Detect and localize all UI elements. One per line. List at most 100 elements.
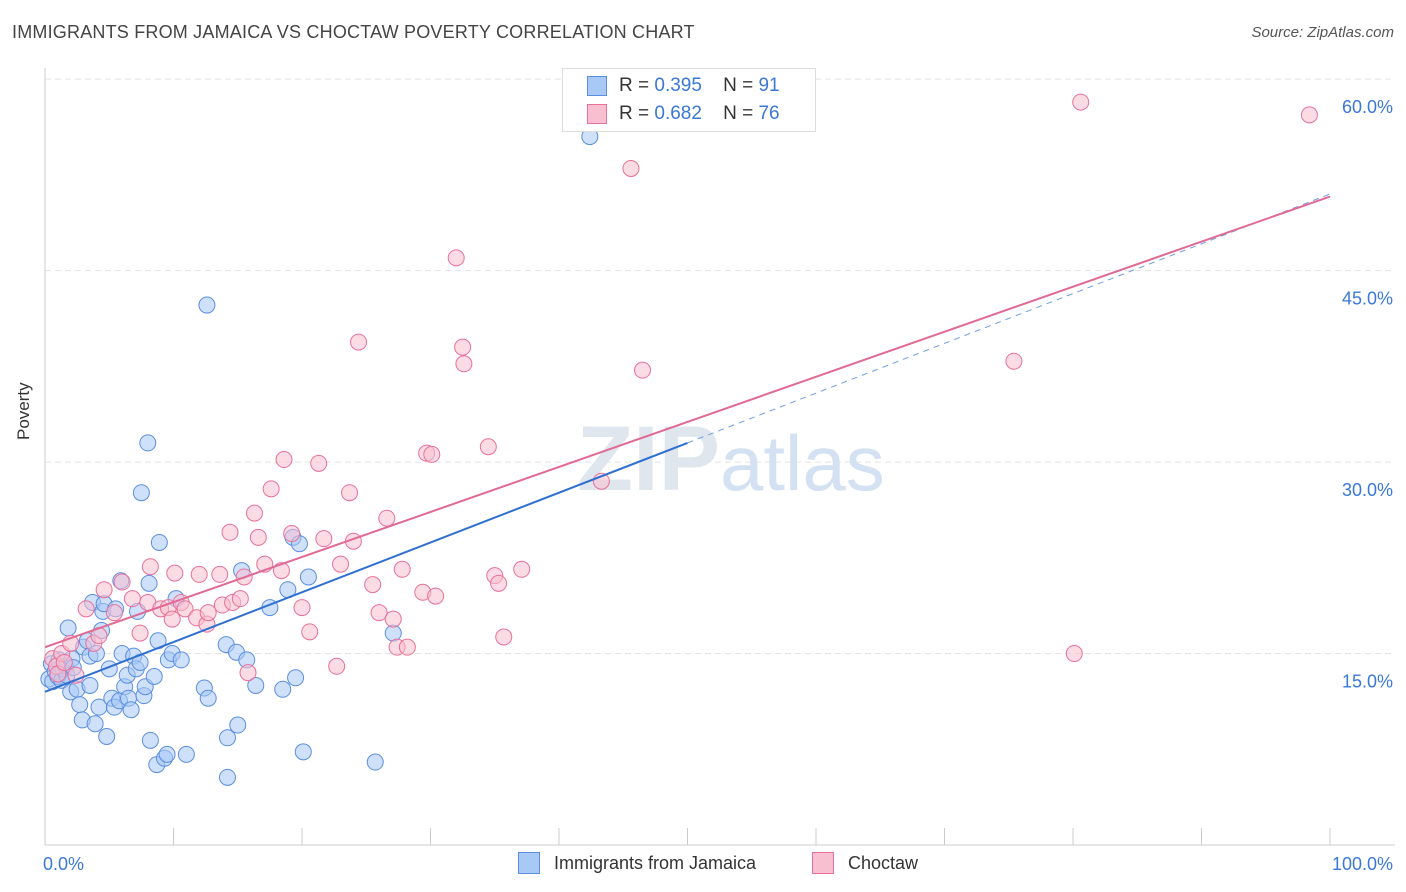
correlation-legend: R = 0.395 N = 91 R = 0.682 N = 76 [562,68,816,132]
legend-row-jamaica: R = 0.395 N = 91 [587,75,780,97]
bottom-legend-jamaica: Immigrants from Jamaica [518,852,756,874]
point-choctaw [176,600,194,618]
tick-labels: 15.0% 30.0% 45.0% 60.0% 0.0% 100.0% [43,97,1393,874]
point-jamaica [247,676,265,694]
point-jamaica [218,768,236,786]
point-choctaw [393,560,411,578]
point-choctaw [55,653,73,671]
legend-swatch-choctaw [587,104,607,124]
point-choctaw [239,664,257,682]
point-choctaw [622,159,640,177]
point-jamaica [218,729,236,747]
point-jamaica [274,680,292,698]
point-choctaw [350,333,368,351]
point-choctaw [249,528,267,546]
point-jamaica [141,731,159,749]
bottom-legend-choctaw: Choctaw [812,852,918,874]
y-tick-label-45: 45.0% [1342,289,1393,309]
point-jamaica [145,668,163,686]
point-jamaica [86,715,104,733]
point-choctaw [513,560,531,578]
point-choctaw [95,581,113,599]
source-label: Source: ZipAtlas.com [1251,24,1394,41]
legend-r-value-jamaica: 0.395 [654,75,702,96]
point-jamaica [122,701,140,719]
trendline-jamaica [44,441,688,693]
point-choctaw [77,600,95,618]
legend-r-value-choctaw: 0.682 [654,103,702,124]
point-jamaica [299,568,317,586]
grid-lines [45,78,1395,655]
y-axis-label: Poverty [14,382,33,440]
series-choctaw-points [44,93,1318,684]
legend-swatch-jamaica [587,76,607,96]
point-choctaw [163,610,181,628]
point-choctaw [341,484,359,502]
point-choctaw [378,509,396,527]
point-jamaica [158,745,176,763]
point-choctaw [211,565,229,583]
bottom-legend-label-jamaica: Immigrants from Jamaica [554,852,757,873]
point-choctaw [479,438,497,456]
point-choctaw [495,628,513,646]
watermark-atlas: atlas [720,419,885,507]
point-choctaw [283,525,301,543]
point-jamaica [172,651,190,669]
y-tick-label-30: 30.0% [1342,480,1393,500]
point-choctaw [364,576,382,594]
point-jamaica [229,716,247,734]
point-choctaw [1065,645,1083,663]
x-tick-label-0: 0.0% [43,854,84,874]
point-jamaica [59,619,77,637]
point-choctaw [490,574,508,592]
point-jamaica [198,296,216,314]
point-jamaica [150,533,168,551]
trendline-choctaw [44,195,1331,649]
trendline-jamaica-extension [687,193,1331,444]
point-choctaw [370,604,388,622]
point-choctaw [384,610,402,628]
point-choctaw [275,451,293,469]
y-tick-label-15: 15.0% [1342,672,1393,692]
trendlines [44,193,1331,693]
point-choctaw [310,454,328,472]
point-choctaw [113,573,131,591]
axes [44,68,1395,846]
bottom-legend-swatch-choctaw [812,852,834,874]
point-choctaw [123,590,141,608]
legend-n-label: N = [723,103,754,124]
point-jamaica [199,689,217,707]
legend-row-choctaw: R = 0.682 N = 76 [587,103,780,125]
point-choctaw [634,361,652,379]
point-choctaw [1300,106,1318,124]
point-choctaw [105,604,123,622]
point-choctaw [231,590,249,608]
legend-r-label: R = [619,103,650,124]
chart-title: IMMIGRANTS FROM JAMAICA VS CHOCTAW POVER… [12,22,695,42]
legend-n-value-jamaica: 91 [758,75,780,96]
point-choctaw [447,249,465,267]
point-choctaw [1072,93,1090,111]
point-jamaica [139,434,157,452]
legend-r-label: R = [619,75,650,96]
point-jamaica [81,676,99,694]
point-jamaica [140,574,158,592]
point-choctaw [221,523,239,541]
x-tick-label-100: 100.0% [1332,854,1393,874]
point-choctaw [245,504,263,522]
point-choctaw [131,624,149,642]
point-choctaw [315,530,333,548]
point-jamaica [71,696,89,714]
point-choctaw [332,555,350,573]
point-choctaw [190,565,208,583]
point-choctaw [262,480,280,498]
point-jamaica [287,669,305,687]
point-choctaw [166,564,184,582]
point-jamaica [294,743,312,761]
point-jamaica [177,745,195,763]
bottom-legend-label-choctaw: Choctaw [848,852,919,873]
point-choctaw [455,355,473,373]
point-choctaw [454,338,472,356]
point-choctaw [141,558,159,576]
